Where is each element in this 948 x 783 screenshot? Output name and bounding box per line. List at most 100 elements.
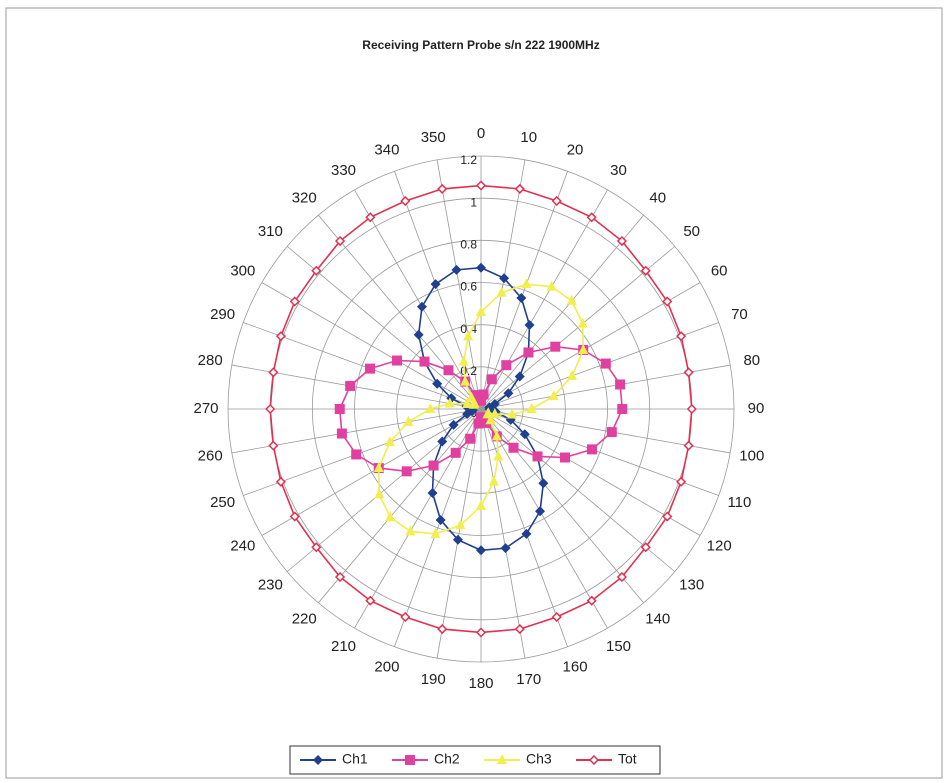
angle-label: 180 [468, 675, 493, 692]
data-point [365, 363, 376, 374]
angle-label: 50 [683, 223, 700, 240]
angle-label: 100 [739, 448, 764, 465]
data-point [550, 341, 561, 352]
data-point [538, 478, 549, 489]
data-point [640, 265, 651, 276]
data-point [478, 389, 489, 400]
angle-label: 210 [331, 638, 356, 655]
data-point [268, 367, 279, 378]
angle-label: 0 [477, 125, 485, 142]
data-point [475, 627, 487, 638]
data-point [430, 527, 441, 538]
data-point [578, 343, 589, 354]
angle-label: 150 [606, 638, 631, 655]
data-point [336, 428, 347, 439]
angle-label: 300 [230, 262, 255, 279]
data-point [508, 442, 519, 453]
data-point [265, 403, 276, 415]
data-point [416, 301, 427, 312]
data-point [365, 212, 376, 223]
data-point [425, 403, 436, 413]
data-point [606, 427, 617, 438]
angle-label: 200 [374, 658, 399, 675]
data-point [514, 183, 525, 194]
grid-ring [227, 155, 735, 663]
data-point [334, 404, 345, 414]
data-point [373, 462, 384, 473]
angle-label: 190 [421, 671, 446, 688]
data-point [514, 624, 525, 635]
data-point [351, 449, 362, 460]
angle-label: 120 [707, 537, 732, 554]
data-point [586, 595, 597, 606]
angle-label: 30 [610, 162, 627, 179]
data-point [600, 358, 611, 369]
angle-label: 280 [198, 352, 223, 369]
data-point [470, 390, 481, 401]
radial-tick-label: 0.2 [460, 364, 477, 378]
angle-label: 270 [193, 400, 218, 417]
data-point [405, 525, 416, 536]
angle-label: 310 [258, 223, 283, 240]
data-point [462, 397, 473, 408]
data-point [676, 331, 687, 342]
angle-label: 220 [292, 611, 317, 628]
angle-label: 330 [331, 162, 356, 179]
data-point [268, 440, 279, 451]
legend-label: Tot [618, 751, 637, 767]
grid-ring [354, 282, 608, 536]
data-point [469, 397, 480, 408]
data-point [275, 476, 286, 487]
data-point [615, 379, 626, 390]
data-point [616, 571, 628, 583]
data-point [275, 331, 286, 342]
data-point [476, 545, 486, 556]
data-point [345, 380, 356, 391]
angle-label: 250 [210, 494, 235, 511]
data-point [523, 347, 534, 358]
data-point [577, 317, 588, 328]
angle-label: 240 [230, 537, 255, 554]
radial-tick-label: 1 [470, 195, 477, 209]
data-point [400, 611, 411, 623]
angle-label: 80 [743, 352, 760, 369]
data-point [524, 320, 535, 331]
data-point [448, 419, 459, 430]
data-point [476, 412, 486, 423]
data-point [551, 195, 562, 207]
data-point [465, 433, 476, 444]
data-point [428, 460, 439, 471]
radial-tick-label: 0.6 [460, 280, 477, 294]
data-point [443, 365, 454, 376]
radial-tick-label: 0.4 [460, 322, 477, 336]
angle-label: 140 [645, 611, 670, 628]
data-point [686, 403, 697, 415]
data-point [452, 534, 463, 545]
data-point [311, 265, 322, 276]
legend-label: Ch2 [434, 751, 460, 767]
legend-label: Ch3 [526, 751, 552, 767]
data-point [289, 511, 300, 522]
angle-label: 260 [198, 448, 223, 465]
data-point [535, 506, 546, 517]
data-point [683, 440, 694, 451]
data-point [437, 183, 448, 194]
angle-label: 70 [731, 306, 748, 323]
angle-label: 340 [374, 142, 399, 159]
data-point [311, 542, 322, 553]
data-point [662, 511, 673, 522]
data-point [444, 397, 455, 408]
chart-title: Receiving Pattern Probe s/n 222 1900MHz [362, 38, 599, 52]
grid-ring [396, 324, 566, 494]
data-point [521, 278, 532, 289]
data-point [499, 273, 510, 284]
data-point [500, 543, 511, 554]
legend-marker [405, 755, 415, 765]
data-point [567, 369, 578, 380]
data-point [586, 212, 597, 223]
data-point [476, 262, 486, 273]
data-point [507, 408, 518, 419]
legend-marker [497, 754, 507, 764]
data-point [566, 294, 577, 305]
